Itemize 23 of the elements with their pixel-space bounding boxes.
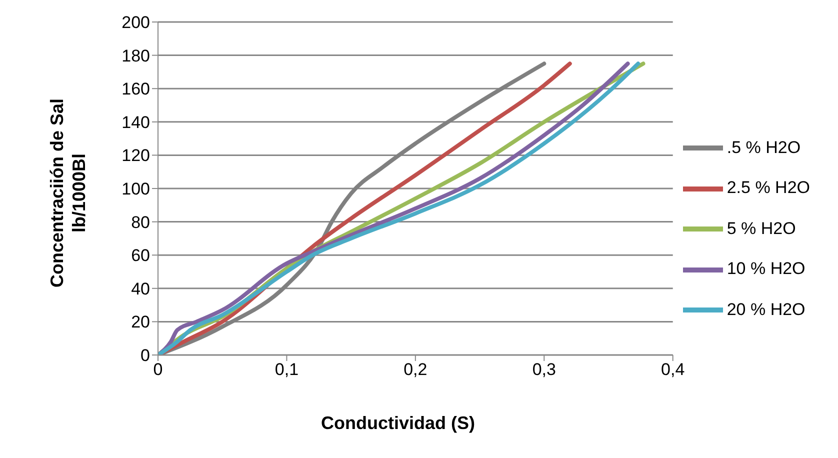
x-axis-title: Conductividad (S) [320, 413, 476, 434]
legend-label: 20 % H2O [726, 300, 806, 319]
y-tick-label: 180 [122, 46, 150, 66]
legend-label: .5 % H2O [726, 138, 801, 157]
y-tick-label: 100 [122, 180, 150, 199]
legend-label: 5 % H2O [726, 218, 796, 238]
x-tick-label: 0,2 [404, 360, 428, 380]
y-tick-label: 160 [122, 80, 150, 99]
legend-label: 10 % H2O [726, 259, 806, 278]
y-tick-label: 80 [131, 212, 150, 232]
y-tick-label: 0 [140, 346, 150, 366]
y-tick-label: 120 [122, 146, 150, 166]
y-axis-title: Concentraciión de Sal lb/1000Bl [46, 98, 90, 288]
x-tick-label: 0 [153, 360, 163, 380]
y-tick-label: 200 [122, 13, 150, 32]
legend-label: 2.5 % H2O [726, 178, 810, 198]
y-tick-label: 60 [131, 246, 150, 266]
y-tick-label: 20 [131, 312, 150, 332]
x-tick-label: 0,4 [661, 360, 685, 380]
x-tick-label: 0,3 [532, 360, 556, 380]
x-tick-label: 0,1 [274, 360, 299, 380]
y-tick-label: 140 [122, 112, 150, 132]
y-tick-label: 40 [131, 279, 150, 298]
